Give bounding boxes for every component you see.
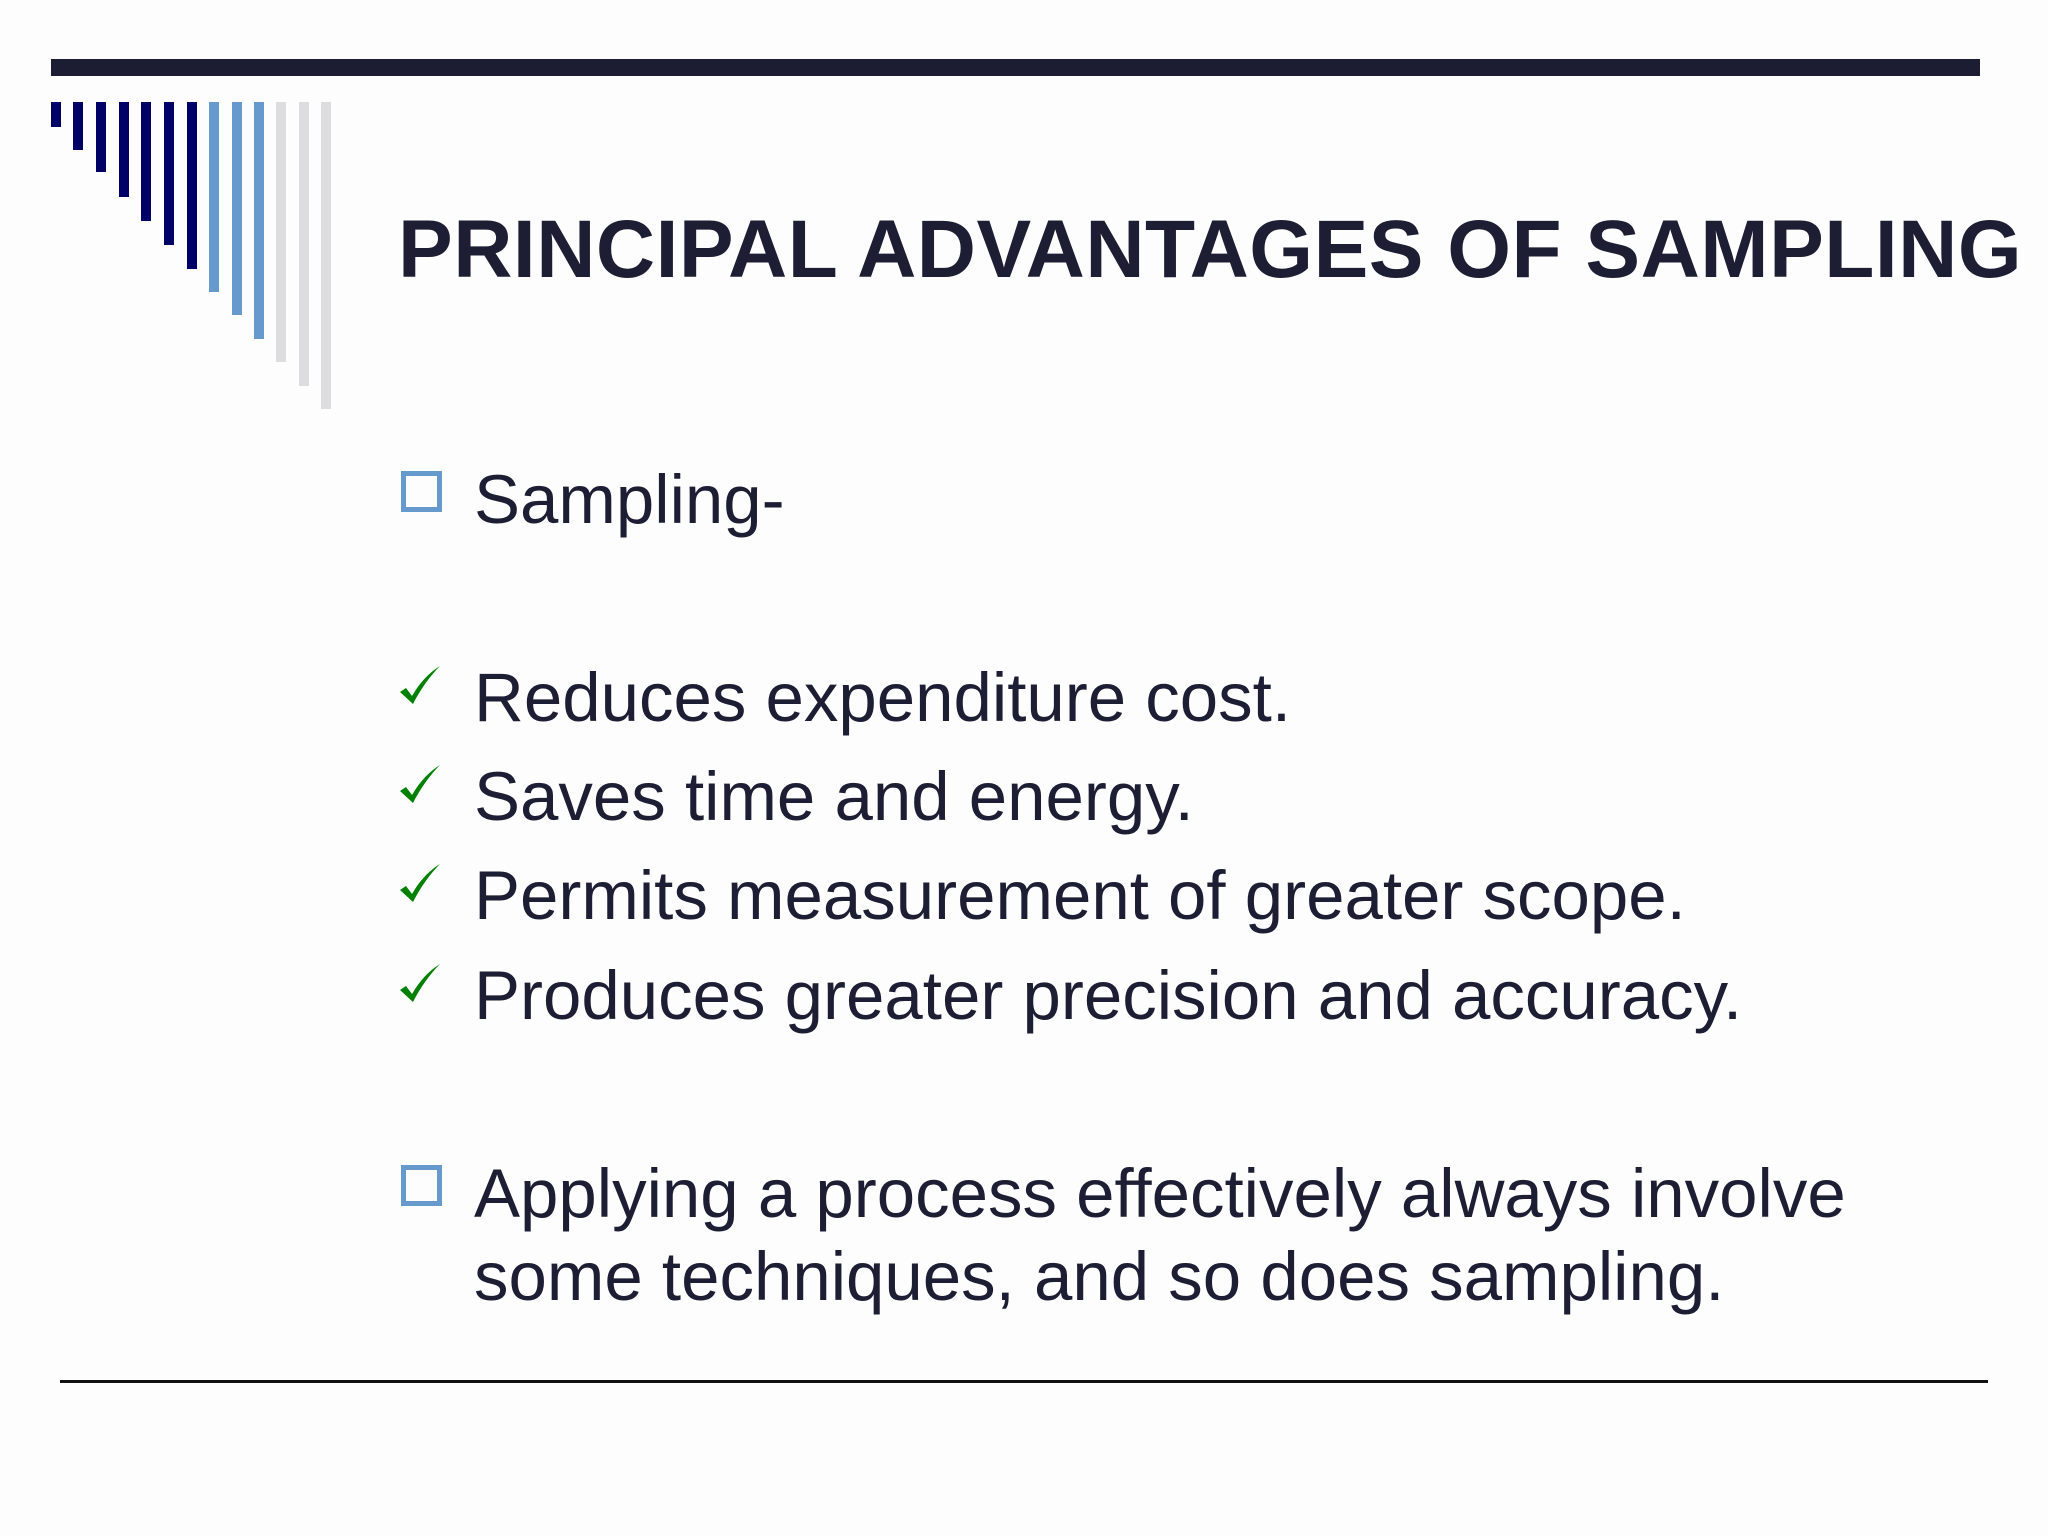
checkmark-icon [400, 666, 440, 704]
square-bullet-icon [401, 1165, 442, 1206]
decor-bar [96, 102, 106, 172]
checkmark-icon [400, 765, 440, 803]
decor-bar [299, 102, 309, 386]
decor-bar [73, 102, 83, 150]
bottom-rule [60, 1380, 1988, 1383]
checkmark-icon [400, 864, 440, 902]
decor-bar [254, 102, 264, 339]
decor-bar [187, 102, 197, 269]
bullet-text: Permits measurement of greater scope. [474, 857, 1686, 934]
decor-bar [276, 102, 286, 362]
bullet-text: Sampling- [474, 461, 785, 538]
decor-bar [321, 102, 331, 409]
decor-bar [232, 102, 242, 315]
decor-bar [119, 102, 129, 197]
decor-bar [141, 102, 151, 221]
checkmark-icon [400, 964, 440, 1002]
bullet-text: Applying a process effectively always in… [474, 1155, 1846, 1232]
bullet-text: Produces greater precision and accuracy. [474, 957, 1743, 1034]
slide-title: PRINCIPAL ADVANTAGES OF SAMPLING [398, 204, 2023, 295]
bullet-text-continuation: some techniques, and so does sampling. [474, 1238, 1725, 1315]
bullet-text: Reduces expenditure cost. [474, 659, 1291, 736]
decor-bar [51, 102, 61, 127]
decor-bar [209, 102, 219, 292]
top-rule [51, 59, 1980, 76]
decor-bar [164, 102, 174, 245]
square-bullet-icon [401, 471, 442, 512]
bullet-text: Saves time and energy. [474, 758, 1194, 835]
